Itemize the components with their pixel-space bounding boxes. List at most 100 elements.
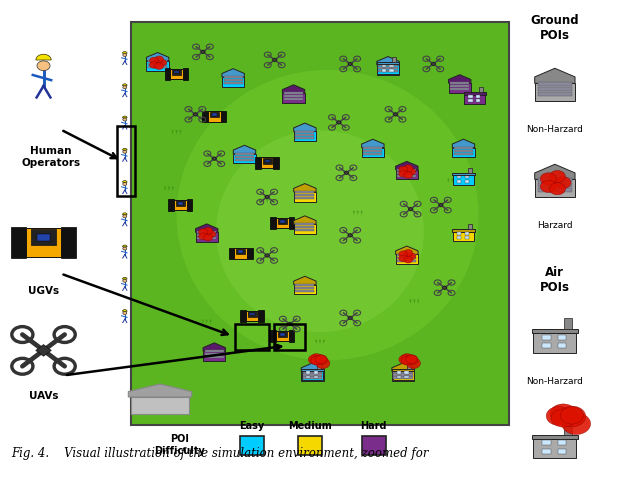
Polygon shape <box>447 179 449 183</box>
Wedge shape <box>122 84 127 85</box>
Bar <box>450 82 469 84</box>
Bar <box>234 248 247 259</box>
Bar <box>284 92 303 95</box>
Bar <box>280 333 285 336</box>
Bar <box>404 375 409 378</box>
Text: UGVs: UGVs <box>28 286 59 296</box>
Bar <box>381 65 386 68</box>
Bar <box>457 180 461 182</box>
Circle shape <box>401 356 413 365</box>
Bar <box>364 150 383 152</box>
Bar <box>392 372 414 381</box>
Bar <box>295 287 314 289</box>
Polygon shape <box>259 199 260 203</box>
Polygon shape <box>294 123 316 132</box>
Bar <box>197 237 216 240</box>
Bar <box>392 369 414 371</box>
Ellipse shape <box>216 131 424 332</box>
Bar <box>131 22 509 425</box>
Circle shape <box>404 355 418 365</box>
Circle shape <box>198 233 207 240</box>
Circle shape <box>404 256 413 263</box>
Polygon shape <box>396 161 418 170</box>
Text: Non-Harzard: Non-Harzard <box>527 125 583 134</box>
Bar <box>275 324 305 350</box>
Bar <box>117 126 135 196</box>
Circle shape <box>154 63 163 70</box>
Polygon shape <box>294 276 316 285</box>
Polygon shape <box>362 139 384 148</box>
Bar <box>295 290 314 292</box>
Bar <box>454 150 473 152</box>
Bar <box>378 70 397 72</box>
Bar <box>397 256 417 259</box>
Polygon shape <box>452 139 475 148</box>
Bar <box>36 234 51 241</box>
Circle shape <box>407 168 416 175</box>
Polygon shape <box>535 164 575 180</box>
Text: Easy: Easy <box>239 420 265 431</box>
Polygon shape <box>147 52 169 61</box>
Circle shape <box>406 355 417 363</box>
Polygon shape <box>535 68 575 84</box>
Circle shape <box>204 228 212 234</box>
Bar <box>295 284 314 286</box>
Bar <box>295 197 314 199</box>
Circle shape <box>123 54 127 57</box>
Polygon shape <box>442 286 447 289</box>
Circle shape <box>310 354 323 363</box>
Bar <box>238 250 243 253</box>
Wedge shape <box>122 310 127 312</box>
Bar <box>558 449 566 454</box>
Bar <box>457 176 461 179</box>
Bar <box>535 180 575 197</box>
Bar <box>210 112 219 118</box>
Bar <box>284 98 303 100</box>
Bar <box>148 66 167 68</box>
Bar <box>223 76 243 78</box>
Bar <box>453 231 474 241</box>
Bar <box>172 69 181 75</box>
Bar <box>270 330 276 342</box>
Bar <box>397 375 401 378</box>
Circle shape <box>123 118 127 121</box>
Bar <box>465 232 469 235</box>
Bar <box>397 175 417 177</box>
Circle shape <box>123 182 127 185</box>
Bar <box>564 424 572 434</box>
Bar <box>468 168 472 173</box>
Bar <box>533 333 577 353</box>
Circle shape <box>401 354 413 363</box>
Circle shape <box>308 355 321 364</box>
Circle shape <box>562 413 591 434</box>
Polygon shape <box>172 187 174 191</box>
Bar <box>463 93 486 95</box>
Bar <box>377 65 399 74</box>
Bar <box>465 237 469 239</box>
Bar <box>278 218 287 224</box>
Bar <box>148 63 167 65</box>
Bar <box>295 136 314 139</box>
Bar <box>255 157 261 168</box>
Bar <box>468 224 472 229</box>
Circle shape <box>314 355 328 365</box>
Polygon shape <box>193 112 198 116</box>
Bar <box>147 61 169 71</box>
Bar <box>538 93 572 96</box>
Text: Harzard: Harzard <box>537 221 573 230</box>
Polygon shape <box>262 199 264 203</box>
Bar <box>282 93 305 103</box>
Bar <box>295 191 314 193</box>
Circle shape <box>540 180 556 192</box>
Circle shape <box>123 279 127 282</box>
Circle shape <box>404 165 413 171</box>
Circle shape <box>154 56 163 63</box>
Polygon shape <box>205 320 207 324</box>
Text: Ground
POIs: Ground POIs <box>531 14 579 42</box>
Bar <box>394 376 413 379</box>
Bar <box>314 375 318 378</box>
Bar <box>295 133 314 136</box>
Circle shape <box>198 228 207 235</box>
Bar <box>228 248 234 259</box>
Bar <box>468 95 473 98</box>
